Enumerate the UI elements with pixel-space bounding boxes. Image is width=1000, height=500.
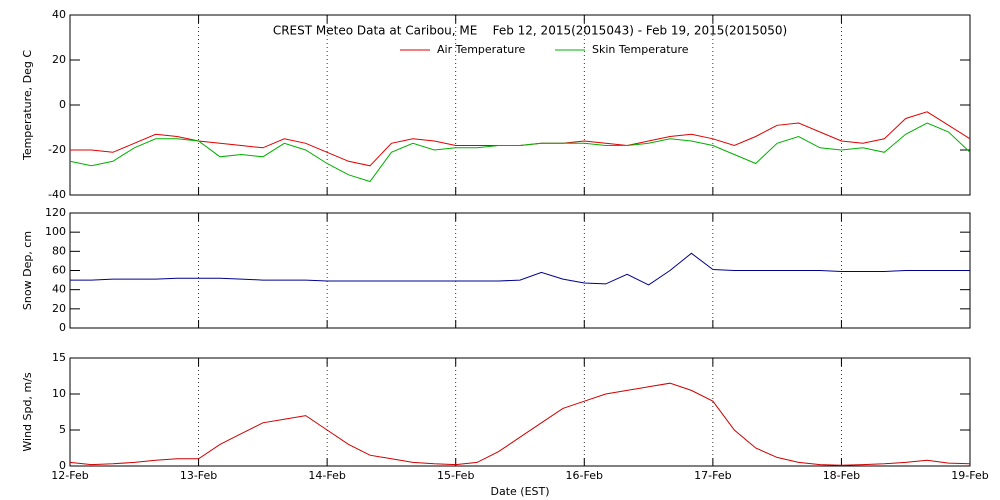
x-axis-label: Date (EST) [490,485,549,498]
y-tick-label: 10 [52,387,66,400]
y-tick-label: 20 [52,53,66,66]
legend-label: Skin Temperature [592,43,689,56]
x-tick-label: 17-Feb [694,469,731,482]
series-line [70,111,971,167]
series-line [70,252,970,286]
series-line [69,382,971,466]
y-tick-label: 0 [59,321,66,334]
y-tick-label: 100 [45,225,66,238]
y-tick-label: 40 [52,283,66,296]
y-tick-label: 20 [52,302,66,315]
x-tick-label: 18-Feb [823,469,860,482]
y-axis-label: Temperature, Deg C [21,50,34,161]
chart-title: CREST Meteo Data at Caribou, ME Feb 12, … [273,24,787,38]
y-tick-label: 5 [59,423,66,436]
series-line [69,122,971,183]
y-axis-label: Wind Spd, m/s [21,372,34,452]
y-tick-label: 60 [52,264,66,277]
x-tick-label: 19-Feb [951,469,988,482]
plot-frame [69,357,971,467]
x-tick-label: 14-Feb [308,469,345,482]
x-tick-label: 16-Feb [566,469,603,482]
y-tick-label: 120 [45,206,66,219]
y-tick-label: 80 [52,244,66,257]
plot-frame [69,212,971,329]
x-tick-label: 12-Feb [51,469,88,482]
x-tick-label: 13-Feb [180,469,217,482]
x-tick-label: 15-Feb [437,469,474,482]
y-tick-label: 0 [59,459,66,472]
legend-label: Air Temperature [437,43,526,56]
y-tick-label: -40 [48,188,66,201]
y-axis-label: Snow Dep, cm [21,231,34,310]
plot-frame [69,14,971,196]
y-tick-label: 40 [52,8,66,21]
y-tick-label: 0 [59,98,66,111]
y-tick-label: 15 [52,351,66,364]
y-tick-label: -20 [48,143,66,156]
